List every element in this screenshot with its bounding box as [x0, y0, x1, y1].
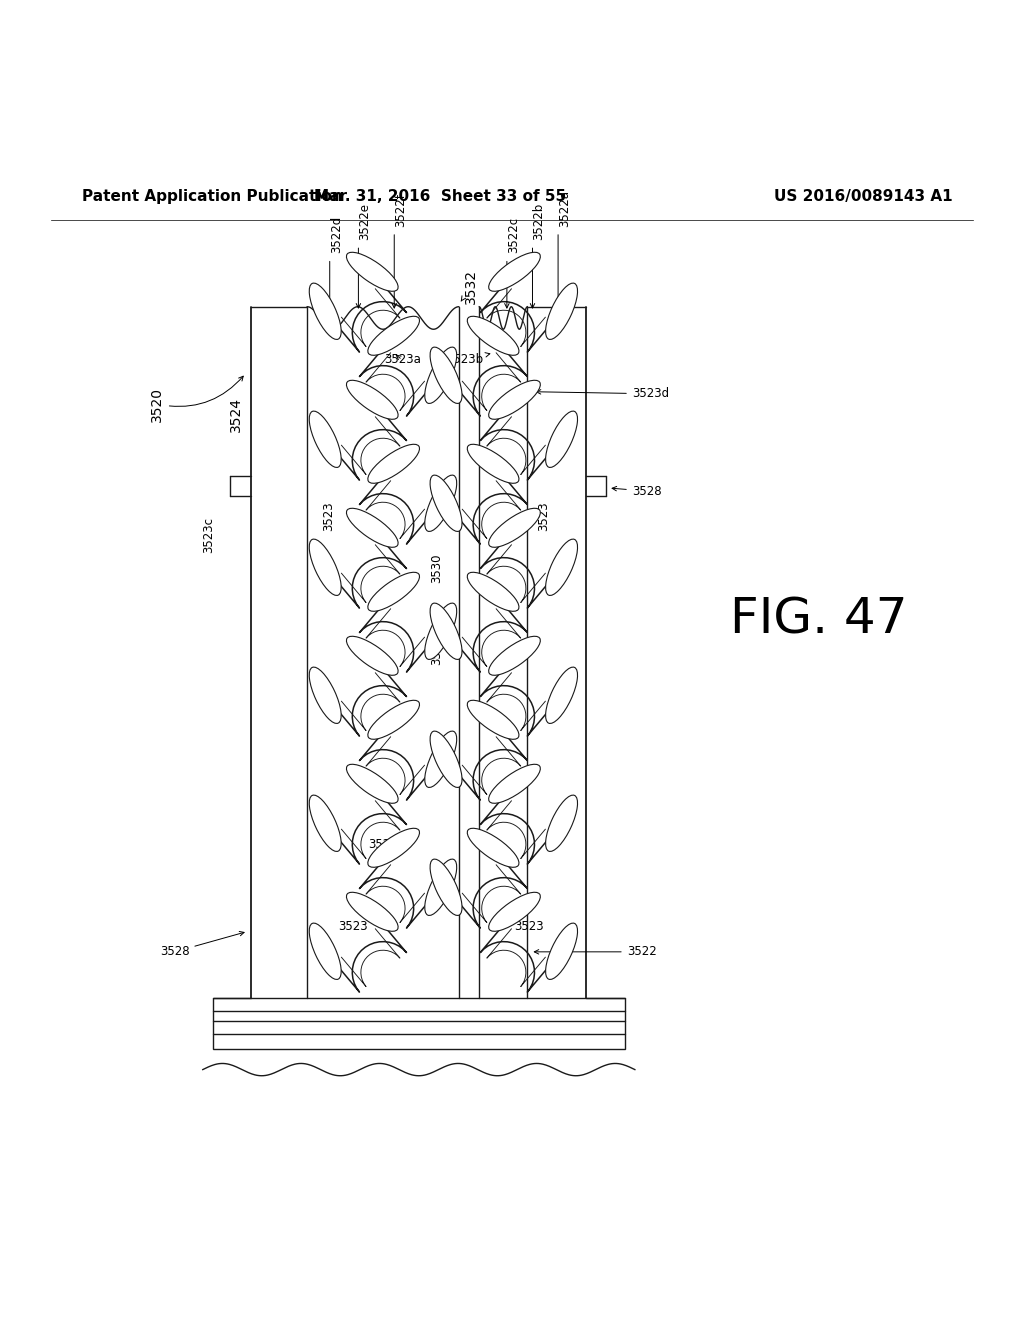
Text: 3530: 3530 — [430, 553, 443, 582]
Text: US 2016/0089143 A1: US 2016/0089143 A1 — [774, 189, 952, 205]
Ellipse shape — [546, 539, 578, 595]
Ellipse shape — [430, 347, 462, 404]
Text: 3523b: 3523b — [446, 352, 489, 367]
Text: 3522e: 3522e — [358, 203, 372, 240]
Text: 3522c: 3522c — [507, 218, 520, 253]
Text: 3522d: 3522d — [330, 216, 343, 253]
Ellipse shape — [346, 508, 398, 548]
Ellipse shape — [488, 892, 541, 932]
Ellipse shape — [467, 701, 519, 739]
Text: 3528: 3528 — [612, 484, 662, 498]
Text: 3522: 3522 — [535, 945, 656, 958]
Text: 3532: 3532 — [461, 269, 478, 304]
Text: 3528: 3528 — [160, 932, 244, 958]
Ellipse shape — [546, 667, 578, 723]
Text: 3520: 3520 — [150, 376, 244, 421]
Ellipse shape — [546, 411, 578, 467]
Text: 3524: 3524 — [228, 397, 243, 432]
Ellipse shape — [425, 347, 457, 404]
Ellipse shape — [546, 795, 578, 851]
Text: 3522b: 3522b — [532, 203, 546, 240]
Ellipse shape — [467, 445, 519, 483]
Text: 3523: 3523 — [538, 502, 551, 532]
Ellipse shape — [368, 317, 420, 355]
Text: 3523a: 3523a — [384, 354, 421, 367]
Ellipse shape — [368, 445, 420, 483]
Ellipse shape — [488, 252, 541, 292]
Ellipse shape — [546, 923, 578, 979]
Ellipse shape — [309, 282, 341, 339]
Ellipse shape — [488, 508, 541, 548]
Ellipse shape — [425, 475, 457, 532]
Ellipse shape — [488, 636, 541, 676]
Ellipse shape — [467, 828, 519, 867]
Ellipse shape — [309, 667, 341, 723]
Ellipse shape — [346, 892, 398, 932]
Ellipse shape — [425, 731, 457, 788]
Ellipse shape — [368, 573, 420, 611]
Ellipse shape — [346, 380, 398, 420]
Ellipse shape — [425, 859, 457, 916]
Ellipse shape — [309, 539, 341, 595]
Text: 3523: 3523 — [514, 920, 544, 933]
Ellipse shape — [430, 859, 462, 916]
Ellipse shape — [309, 411, 341, 467]
Text: Patent Application Publication: Patent Application Publication — [82, 189, 343, 205]
Ellipse shape — [430, 731, 462, 788]
Ellipse shape — [309, 923, 341, 979]
Text: Mar. 31, 2016  Sheet 33 of 55: Mar. 31, 2016 Sheet 33 of 55 — [314, 189, 566, 205]
Text: FIG. 47: FIG. 47 — [730, 595, 908, 643]
Ellipse shape — [368, 701, 420, 739]
Text: 3523: 3523 — [369, 838, 397, 851]
Text: 3522a: 3522a — [558, 190, 571, 227]
Ellipse shape — [467, 573, 519, 611]
Ellipse shape — [467, 317, 519, 355]
Ellipse shape — [430, 475, 462, 532]
Text: 3522f: 3522f — [394, 193, 408, 227]
Text: 3523: 3523 — [338, 920, 368, 933]
Ellipse shape — [346, 252, 398, 292]
Ellipse shape — [488, 380, 541, 420]
Ellipse shape — [368, 828, 420, 867]
Text: 3523c: 3523c — [202, 516, 215, 553]
Text: 3530: 3530 — [430, 635, 443, 664]
Bar — [213, 998, 625, 1049]
Ellipse shape — [430, 603, 462, 660]
Ellipse shape — [346, 636, 398, 676]
Ellipse shape — [546, 282, 578, 339]
Ellipse shape — [346, 764, 398, 804]
Ellipse shape — [488, 764, 541, 804]
Text: 3523: 3523 — [435, 615, 449, 644]
Ellipse shape — [309, 795, 341, 851]
Ellipse shape — [425, 603, 457, 660]
Text: 3523: 3523 — [323, 502, 336, 532]
Text: 3523d: 3523d — [537, 387, 669, 400]
